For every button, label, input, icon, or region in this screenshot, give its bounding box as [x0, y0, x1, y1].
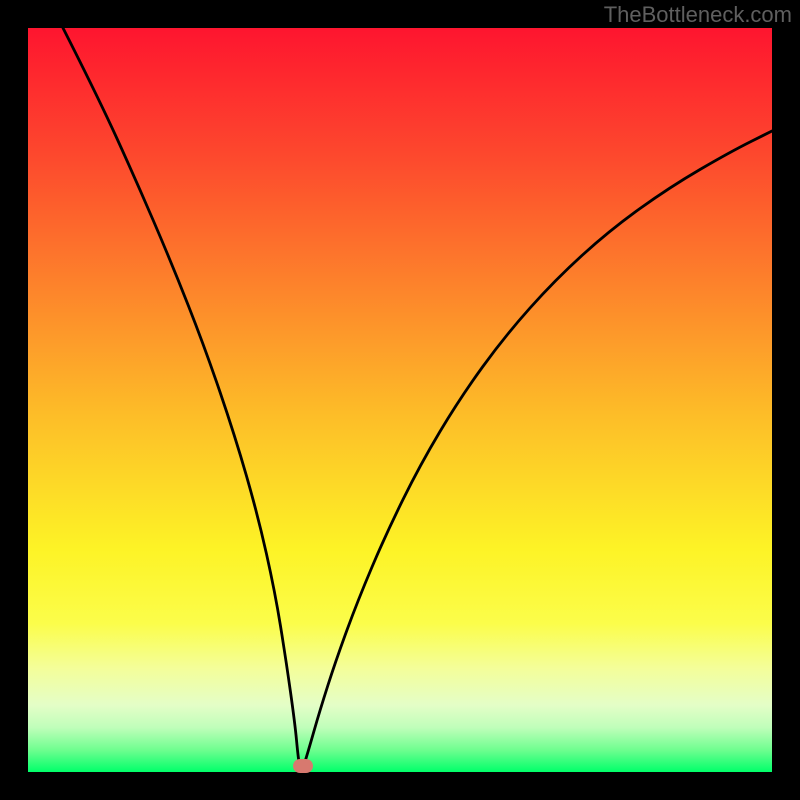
- chart-frame: TheBottleneck.com: [0, 0, 800, 800]
- curve-path: [63, 28, 772, 771]
- watermark-text: TheBottleneck.com: [604, 2, 792, 28]
- bottleneck-curve: [0, 0, 800, 800]
- optimal-point-marker: [293, 759, 313, 773]
